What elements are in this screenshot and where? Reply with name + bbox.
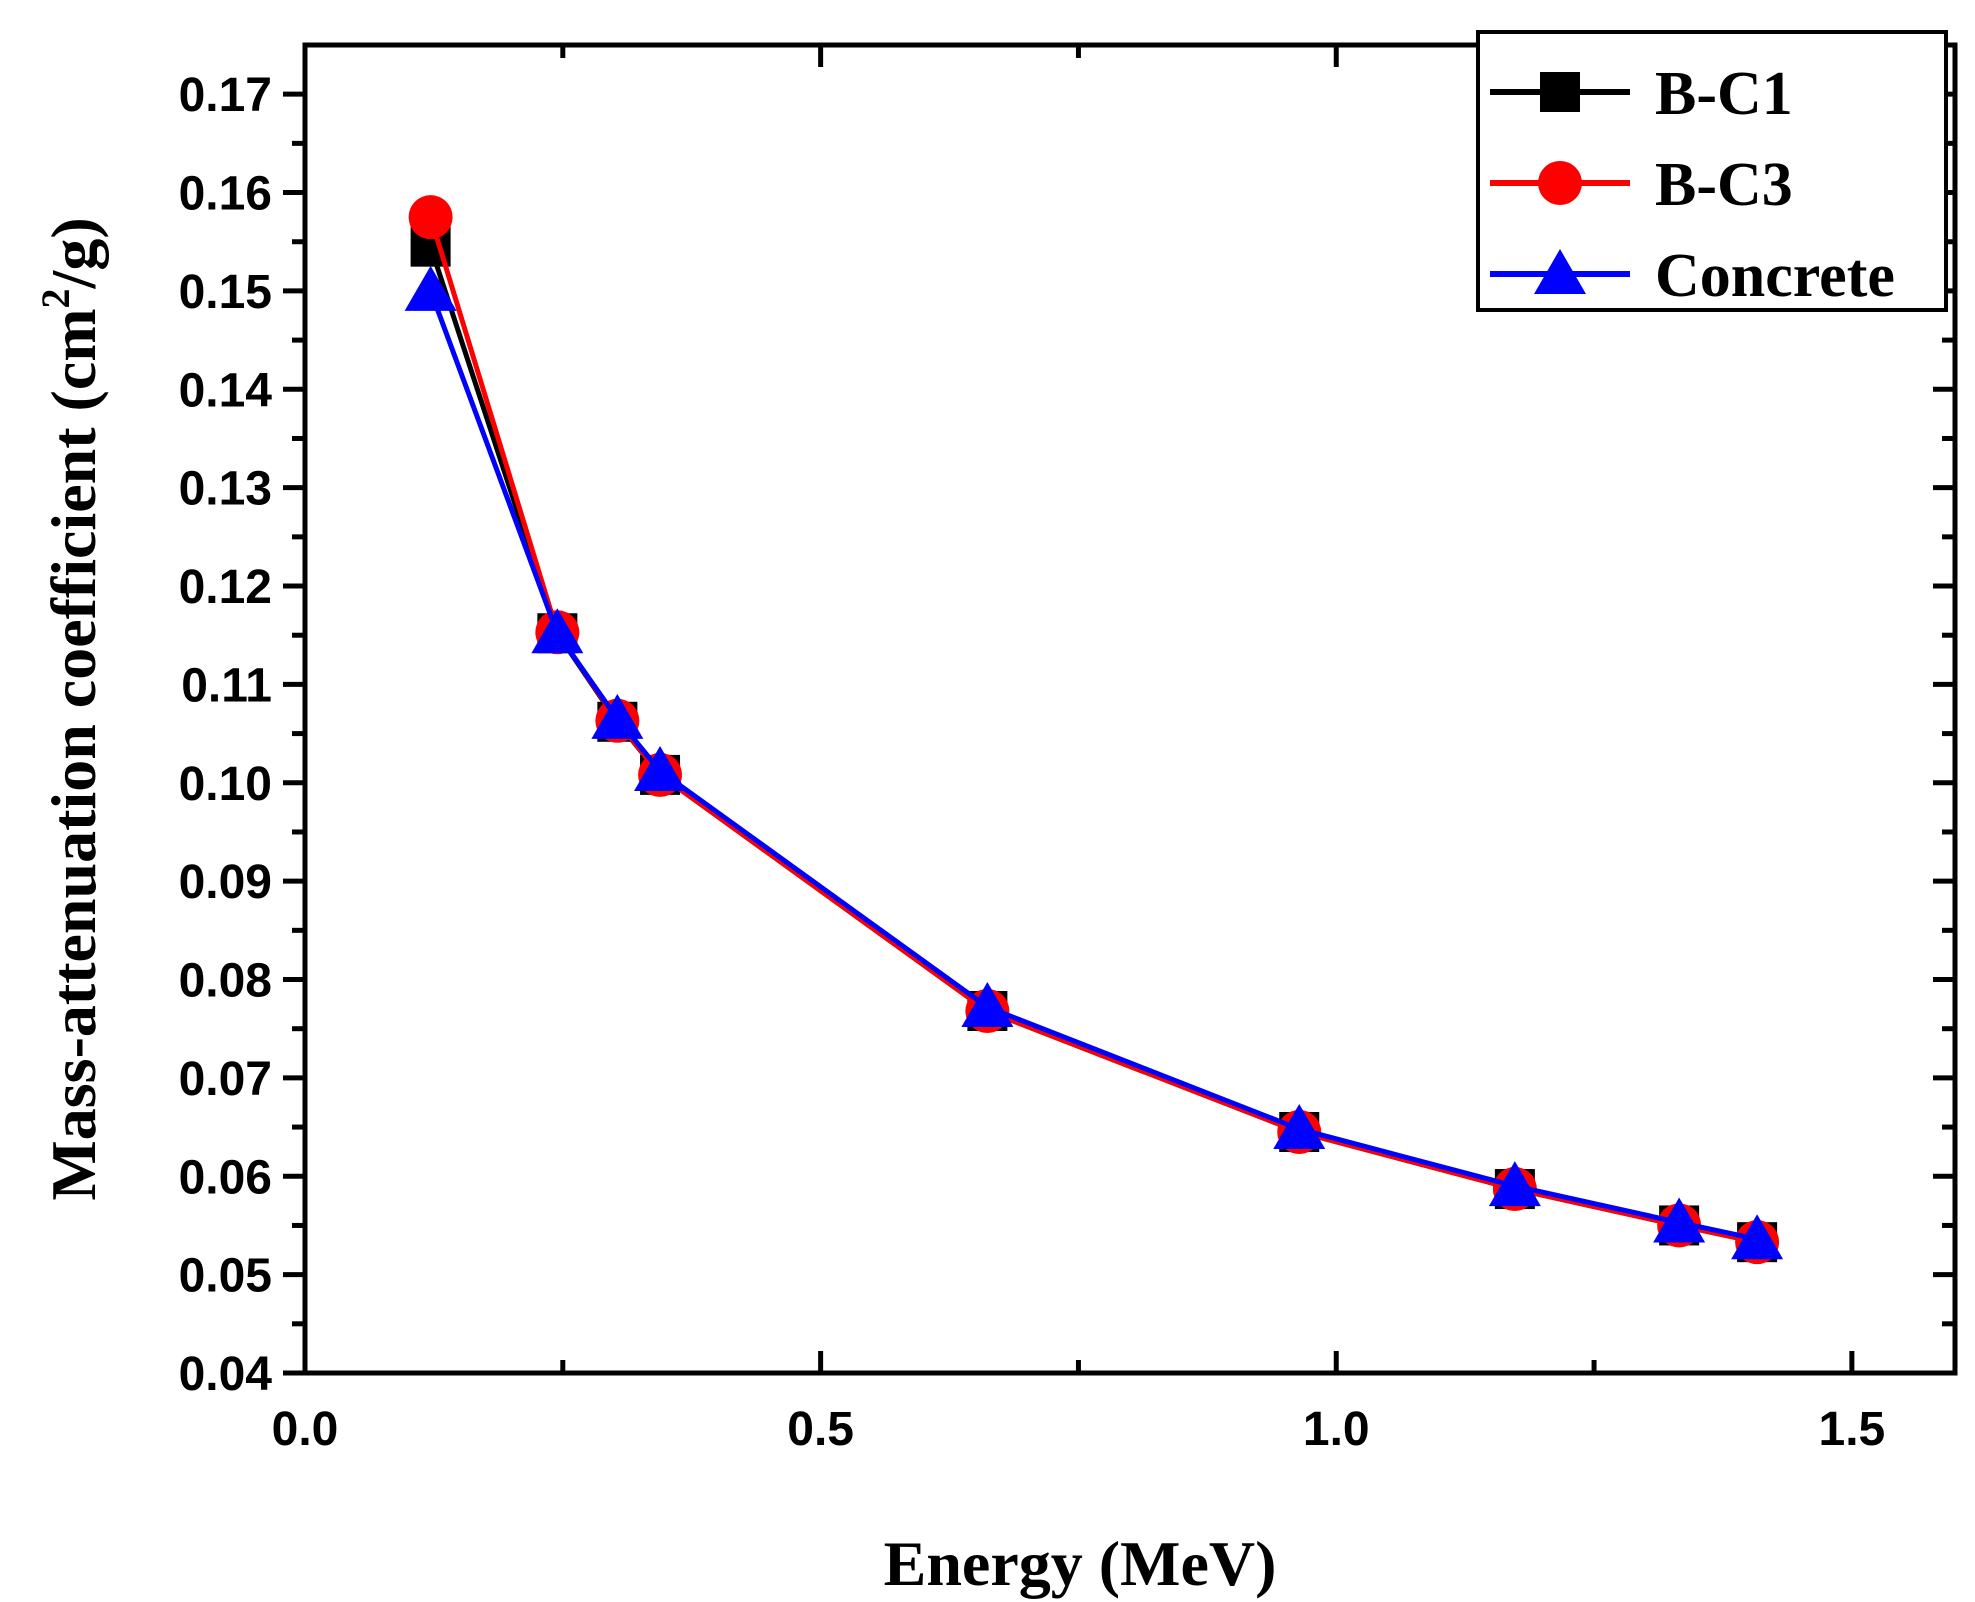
- legend-marker: [1540, 72, 1580, 112]
- y-tick-label: 0.11: [181, 659, 272, 712]
- series-layer: [404, 195, 1784, 1265]
- data-point: [591, 693, 644, 739]
- y-tick-label: 0.15: [179, 266, 272, 319]
- data-point: [408, 195, 453, 240]
- series-b-c1: [410, 226, 1778, 1263]
- axis-tick-labels: 0.0 0.5 1.0 1.5 0.04 0.05 0.06 0.07 0.08 0.09 0.10…: [179, 69, 1886, 1456]
- plot-frame: [302, 42, 1958, 1376]
- y-tick-label: 0.12: [179, 561, 272, 614]
- y-tick-label: 0.05: [179, 1250, 272, 1303]
- series-concrete: [404, 265, 1784, 1260]
- y-tick-label: 0.04: [179, 1348, 273, 1401]
- y-axis-title-main: Mass-attenuation coefficient (cm: [38, 308, 109, 1200]
- y-tick-label: 0.08: [179, 955, 272, 1008]
- y-axis-title-tail: /g): [38, 217, 109, 289]
- series-line: [428, 290, 1758, 1242]
- legend-entry: B-C1: [1490, 60, 1793, 128]
- y-tick-label: 0.14: [179, 364, 273, 417]
- data-point: [1653, 1197, 1706, 1243]
- legend-marker: [1534, 249, 1586, 294]
- data-point: [1488, 1161, 1541, 1207]
- y-tick-label: 0.06: [179, 1151, 272, 1204]
- data-point: [404, 265, 457, 311]
- legend-entry: B-C3: [1490, 151, 1793, 219]
- data-point: [961, 982, 1014, 1028]
- y-axis-title-superscript: 2: [33, 288, 78, 308]
- legend-entry: Concrete: [1490, 242, 1895, 310]
- y-tick-label: 0.17: [179, 69, 272, 122]
- y-tick-label: 0.09: [179, 856, 272, 909]
- data-point: [634, 745, 687, 791]
- legend-marker: [1538, 161, 1582, 205]
- data-point: [1731, 1214, 1784, 1260]
- legend-items: B-C1 B-C3 Concrete: [1490, 60, 1895, 310]
- legend-label: Concrete: [1655, 242, 1895, 310]
- y-axis-title: Mass-attenuation coefficient (cm2/g): [33, 217, 109, 1200]
- y-tick-label: 0.10: [179, 758, 272, 811]
- x-tick-label: 1.0: [1303, 1403, 1370, 1456]
- legend: B-C1 B-C3 Concrete: [1476, 30, 1948, 312]
- data-point: [1273, 1104, 1326, 1150]
- y-tick-label: 0.16: [179, 168, 272, 221]
- x-tick-label: 0.5: [787, 1403, 854, 1456]
- legend-label: B-C1: [1655, 60, 1793, 128]
- x-axis-title: Energy (MeV): [884, 1528, 1277, 1599]
- y-tick-label: 0.13: [179, 463, 272, 516]
- data-point: [531, 608, 584, 654]
- x-tick-label: 0.0: [272, 1403, 339, 1456]
- y-tick-label: 0.07: [179, 1053, 272, 1106]
- x-tick-label: 1.5: [1819, 1403, 1886, 1456]
- legend-label: B-C3: [1655, 151, 1793, 219]
- series-line: [428, 245, 1758, 1245]
